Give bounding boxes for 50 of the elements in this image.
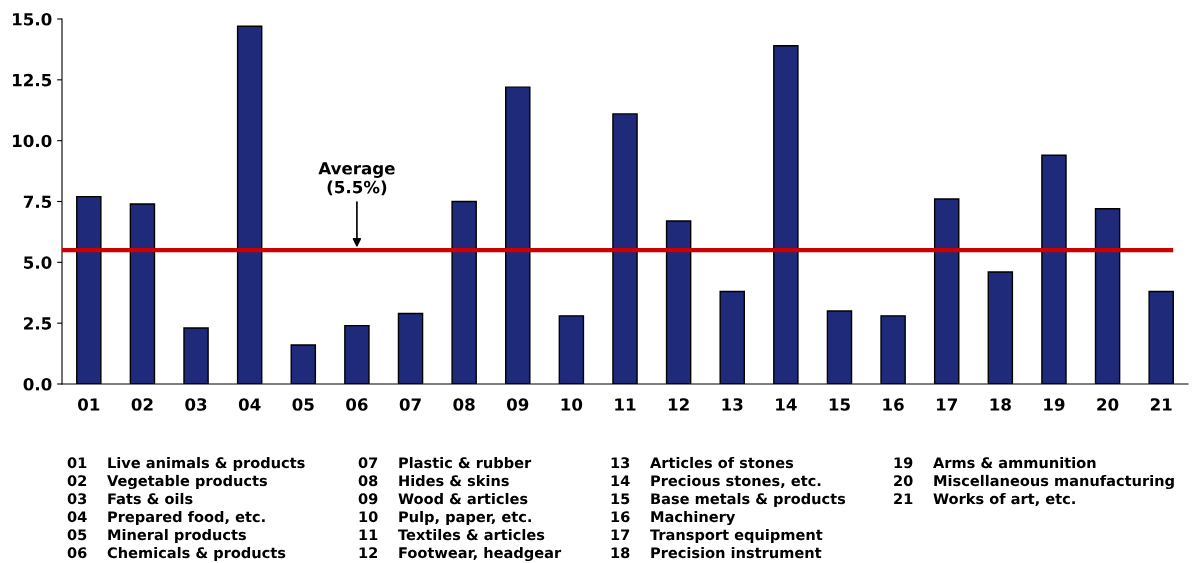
text: 03 Fats & oils: [67, 492, 193, 505]
x-tick-label: 19: [1044, 398, 1065, 411]
y-tick-label: 5.0: [24, 256, 52, 269]
x-tick-label: 12: [668, 398, 689, 411]
y-tick-label: 0.0: [23, 377, 52, 391]
text: 07 Plastic & rubber: [358, 456, 532, 469]
y-tick-label: 15.0: [13, 12, 52, 26]
text: 21 Works of art, etc.: [894, 492, 1075, 507]
x-tick-label: 05: [292, 398, 314, 411]
x-tick-label: 08: [453, 398, 475, 411]
x-tick-label: 20: [1097, 398, 1119, 411]
x-tick-label: 09: [506, 398, 529, 411]
x-tick-label: 16: [883, 398, 904, 411]
text: 02 Vegetable products: [67, 474, 267, 490]
x-tick-label: 07: [399, 398, 421, 411]
text: 08 Hides & skins: [358, 474, 509, 487]
x-tick-label: 06: [346, 398, 368, 411]
text: 12 Footwear, headgear: [359, 546, 562, 562]
x-tick-label: 02: [131, 398, 153, 411]
text: 15 Base metals & products: [611, 492, 846, 508]
text: 18 Precision instrument: [611, 546, 822, 559]
text: 11 Textiles & articles: [359, 528, 545, 541]
text: 13 Articles of stones: [611, 456, 794, 469]
x-tick-label: 18: [990, 398, 1011, 411]
x-tick-label: 11: [615, 398, 636, 411]
x-tick-label: 10: [561, 398, 583, 411]
x-tick-label: 01: [78, 398, 100, 411]
x-tick-label: 17: [937, 398, 957, 411]
y-tick-label: 7.5: [23, 195, 52, 209]
text: 16 Machinery: [611, 510, 736, 526]
text: 05 Mineral products: [67, 528, 246, 544]
x-tick-label: 03: [185, 398, 207, 411]
text: 09 Wood & articles: [358, 492, 528, 505]
text: 06 Chemicals & products: [67, 546, 286, 562]
text: 17 Transport equipment: [611, 528, 823, 544]
text: 10 Pulp, paper, etc.: [359, 510, 531, 526]
ref-line-label: Average (5.5%): [318, 162, 395, 196]
x-tick-label: 14: [776, 398, 797, 411]
text: 14 Precious stones, etc.: [611, 474, 821, 489]
text: 19 Arms & ammunition: [894, 456, 1096, 469]
y-tick-label: 10.0: [13, 134, 52, 148]
text: 01 Live animals & products: [67, 456, 305, 472]
y-tick-label: 2.5: [24, 317, 52, 330]
x-tick-label: 04: [238, 398, 261, 411]
x-tick-label: 15: [829, 398, 850, 411]
x-tick-label: 21: [1150, 398, 1172, 411]
x-tick-label: 13: [722, 398, 743, 411]
y-tick-label: 12.5: [13, 73, 52, 87]
text: 20 Miscellaneous manufacturing: [894, 474, 1174, 490]
text: 04 Prepared food, etc.: [67, 510, 265, 526]
